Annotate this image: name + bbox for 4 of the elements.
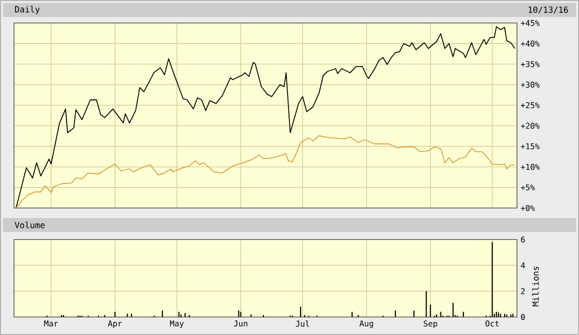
text: 10/13/16: [528, 6, 568, 14]
chart-title: Volume: [14, 222, 45, 228]
y-axis-title: Millions: [532, 266, 539, 306]
chart-title: Daily: [15, 6, 40, 14]
